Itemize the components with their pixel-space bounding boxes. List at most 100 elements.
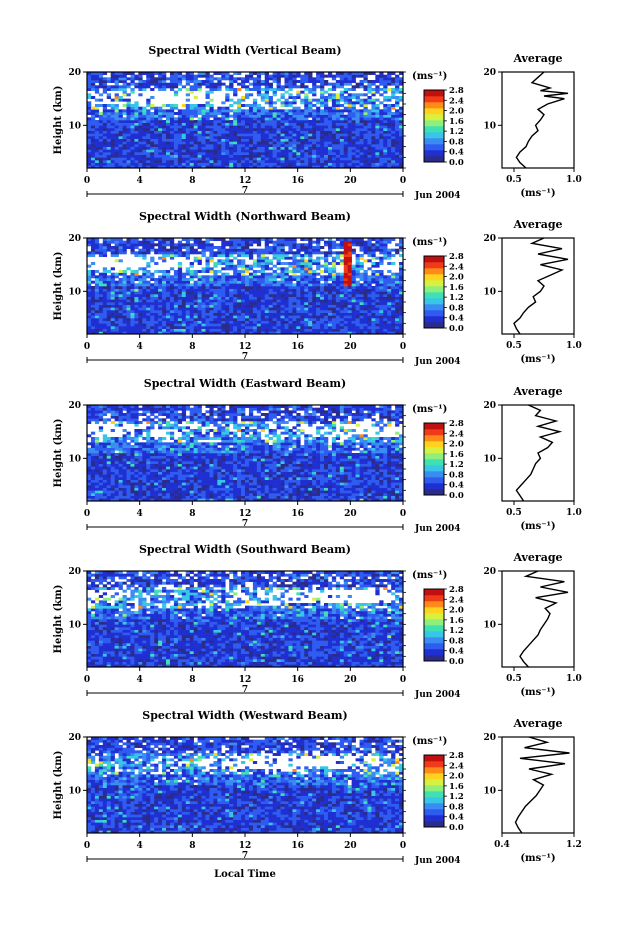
heatmap-cell — [162, 259, 166, 262]
heatmap-cell — [166, 139, 170, 142]
heatmap-cell — [241, 249, 245, 252]
heatmap-cell — [269, 246, 273, 249]
heatmap-cell — [107, 128, 111, 131]
heatmap-cell — [344, 101, 348, 104]
heatmap-cell — [379, 120, 383, 123]
heatmap-cell — [324, 257, 328, 260]
heatmap-cell — [245, 125, 249, 128]
heatmap-cell — [288, 133, 292, 136]
heatmap-cell — [285, 305, 289, 308]
heatmap-cell — [288, 289, 292, 292]
heatmap-cell — [245, 313, 249, 316]
heatmap-cell — [99, 123, 103, 126]
heatmap-cell — [269, 302, 273, 305]
heatmap-cell — [198, 281, 202, 284]
heatmap-cell — [206, 109, 210, 112]
heatmap-cell — [202, 107, 206, 110]
heatmap-cell — [288, 291, 292, 294]
heatmap-cell — [241, 275, 245, 278]
heatmap-cell — [375, 160, 379, 163]
heatmap-cell — [257, 265, 261, 268]
heatmap-cell — [198, 315, 202, 318]
heatmap-cell — [127, 117, 131, 120]
heatmap-cell — [379, 257, 383, 260]
heatmap-cell — [127, 136, 131, 139]
heatmap-cell — [229, 88, 233, 91]
heatmap-cell — [375, 329, 379, 332]
heatmap-cell — [288, 139, 292, 142]
heatmap-cell — [162, 109, 166, 112]
heatmap-cell — [300, 155, 304, 158]
heatmap-cell — [300, 273, 304, 276]
heatmap-cell — [154, 152, 158, 155]
heatmap-cell — [383, 85, 387, 88]
heatmap-cell — [87, 323, 91, 326]
heatmap-cell — [225, 120, 229, 123]
heatmap-cell — [300, 83, 304, 86]
heatmap-cell — [316, 149, 320, 152]
heatmap-cell — [257, 160, 261, 163]
heatmap-cell — [308, 163, 312, 166]
heatmap-cell — [237, 275, 241, 278]
heatmap-cell — [273, 144, 277, 147]
heatmap-cell — [348, 147, 352, 150]
heatmap-cell — [288, 241, 292, 244]
heatmap-cell — [162, 286, 166, 289]
heatmap-cell — [134, 109, 138, 112]
heatmap-cell — [154, 310, 158, 313]
heatmap-cell — [308, 267, 312, 270]
heatmap-cell — [257, 262, 261, 265]
heatmap-cell — [213, 270, 217, 273]
heatmap-cell — [241, 326, 245, 329]
heatmap-cell — [123, 131, 127, 134]
heatmap-cell — [360, 297, 364, 300]
heatmap-cell — [320, 99, 324, 102]
heatmap-cell — [277, 155, 281, 158]
heatmap-cell — [312, 305, 316, 308]
heatmap-cell — [198, 257, 202, 260]
heatmap-cell — [371, 125, 375, 128]
heatmap-cell — [324, 99, 328, 102]
heatmap-cell — [364, 294, 368, 297]
heatmap-cell — [142, 120, 146, 123]
heatmap-cell — [87, 286, 91, 289]
colorbar-tick-label: 0.4 — [449, 148, 464, 158]
heatmap-cell — [281, 307, 285, 310]
heatmap-cell — [174, 93, 178, 96]
heatmap-cell — [103, 254, 107, 257]
heatmap-cell — [296, 120, 300, 123]
heatmap-cell — [324, 326, 328, 329]
colorbar-tick-label: 2.0 — [449, 107, 464, 117]
heatmap-cell — [379, 251, 383, 254]
heatmap-cell — [277, 323, 281, 326]
heatmap-cell — [107, 155, 111, 158]
heatmap-cell — [162, 136, 166, 139]
heatmap-cell — [340, 329, 344, 332]
heatmap-cell — [229, 139, 233, 142]
heatmap-cell — [304, 149, 308, 152]
heatmap-cell — [130, 249, 134, 252]
heatmap-cell — [285, 112, 289, 115]
heatmap-cell — [300, 307, 304, 310]
heatmap-cell — [308, 75, 312, 78]
heatmap-cell — [249, 141, 253, 144]
heatmap-cell — [225, 139, 229, 142]
heatmap-cell — [344, 267, 348, 270]
heatmap-cell — [194, 149, 198, 152]
heatmap-cell — [119, 249, 123, 252]
heatmap-cell — [257, 291, 261, 294]
heatmap-cell — [182, 283, 186, 286]
heatmap-cell — [162, 241, 166, 244]
heatmap-cell — [91, 141, 95, 144]
heatmap-cell — [364, 281, 368, 284]
heatmap-cell — [320, 139, 324, 142]
average-frame — [502, 72, 574, 168]
heatmap-cell — [170, 302, 174, 305]
heatmap-cell — [217, 329, 221, 332]
heatmap-cell — [237, 289, 241, 292]
heatmap-cell — [103, 297, 107, 300]
heatmap-cell — [221, 249, 225, 252]
heatmap-cell — [202, 83, 206, 86]
heatmap-cell — [150, 77, 154, 80]
heatmap-cell — [111, 283, 115, 286]
